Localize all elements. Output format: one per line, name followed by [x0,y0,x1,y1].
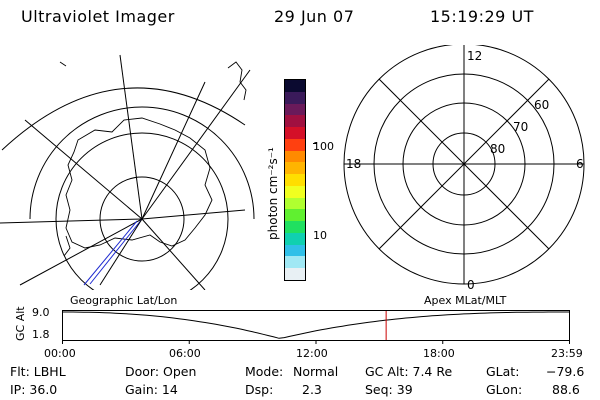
observation-time: 15:19:29 UT [430,7,534,26]
ip-value: IP: 36.0 [10,382,58,397]
colorbar-swatch [285,150,305,163]
colorbar-swatch [285,174,305,186]
y-tick-9: 9.0 [32,306,50,319]
glon-label: GLon: [486,382,523,397]
longitude-lines [0,54,251,290]
glon-value: 88.6 [552,382,580,397]
timeline-axis-label: GC Alt [14,306,27,341]
sequence-value: Seq: 39 [365,382,413,397]
x-tick-0600: 06:00 [169,347,201,360]
geographic-map [0,54,255,290]
glat-value: −79.6 [546,364,585,379]
timeline-left-title: Geographic Lat/Lon [70,294,178,307]
colorbar-swatch [285,162,305,175]
colorbar-swatch [285,80,305,92]
x-tick-1800: 18:00 [423,347,455,360]
filter-value: Flt: LBHL [10,364,66,379]
mode-label: Mode: [245,364,284,379]
satellite-ground-track [83,218,143,286]
colorbar-swatch [285,115,305,128]
colorbar-swatch [285,209,305,222]
y-tick-1.8: 1.8 [32,328,50,341]
gain-value: Gain: 14 [125,382,178,397]
gc-alt-value: GC Alt: 7.4 Re [365,364,453,379]
mlt-label-0: 0 [467,278,475,292]
x-tick-1200: 12:00 [296,347,328,360]
coastline-fragment [59,61,247,257]
color-scale-bar [284,79,306,281]
altitude-curve [62,311,570,339]
instrument-title: Ultraviolet Imager [21,7,175,26]
glat-label: GLat: [486,364,520,379]
mlat-label-70: 70 [513,120,528,134]
colorbar-swatch [285,221,305,233]
latitude-circles [1,87,255,290]
colorbar-tick-100: 100 [313,140,334,153]
mlat-label-80: 80 [490,142,505,156]
mlt-label-6: 6 [576,157,584,171]
x-tick-0000: 00:00 [44,347,76,360]
colorbar-swatch [285,256,305,269]
colorbar-swatch [285,127,305,139]
colorbar-swatch [285,268,305,281]
apex-polar-plot: 12 18 6 0 60 70 80 [343,45,585,292]
mlat-label-60: 60 [534,98,549,112]
door-status: Door: Open [125,364,197,379]
colorbar-swatch [285,91,305,104]
colorbar-swatch [285,185,305,198]
colorbar-tick-10: 10 [313,229,327,242]
timeline-right-title: Apex MLat/MLT [424,294,507,307]
observation-date: 29 Jun 07 [274,7,355,26]
continent-outline [65,117,213,249]
x-tick-marks [62,340,570,344]
mlt-label-18: 18 [346,157,361,171]
mode-value: Normal [293,364,339,379]
dsp-value: 2.3 [302,382,322,397]
colorbar-swatch [285,138,305,151]
colorbar-tick-mark [313,143,317,144]
colorbar-swatch [285,244,305,257]
dsp-label: Dsp: [245,382,274,397]
colorbar-swatch [285,232,305,245]
x-tick-2359: 23:59 [551,347,583,360]
orbit-altitude-plot [62,310,570,344]
colorbar-unit-label: photon cm⁻²s⁻¹ [266,147,280,240]
mlt-diagonal-2 [378,78,550,250]
mlt-label-12: 12 [467,49,482,63]
colorbar-swatch [285,197,305,210]
colorbar-swatch [285,103,305,116]
